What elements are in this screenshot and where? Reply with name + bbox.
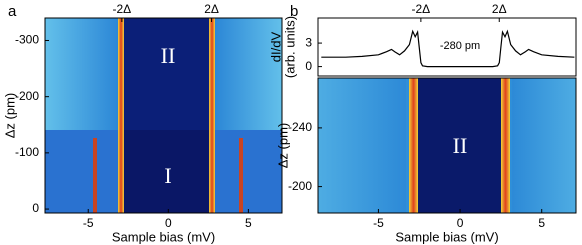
y-tick-label: -100: [15, 145, 39, 159]
y-tick-label: -240: [288, 120, 312, 134]
plot-frame: [317, 77, 577, 214]
y-axis-label: Δz (pm): [2, 93, 17, 139]
x-tick-label: -5: [373, 216, 384, 230]
region-label: I: [164, 163, 171, 188]
x-tick-label: -5: [83, 216, 94, 230]
top-tick-label: -2Δ: [412, 2, 431, 16]
y-axis-label: dI/dV: [268, 31, 283, 62]
region-label: II: [453, 133, 468, 158]
heatmap-b: [318, 78, 576, 213]
annotation: -280 pm: [440, 40, 480, 52]
x-tick-label: 5: [245, 216, 252, 230]
region-label: II: [161, 43, 176, 68]
heatmap-a: [45, 18, 282, 213]
y-tick-label: -200: [15, 89, 39, 103]
x-tick-label: 0: [165, 216, 172, 230]
y-axis-label: (arb. units): [282, 16, 297, 78]
x-axis-label: Sample bias (mV): [395, 229, 498, 244]
plot-frame: [44, 17, 283, 214]
x-tick-label: 5: [538, 216, 545, 230]
y-tick-label: -200: [288, 179, 312, 193]
y-tick-label: 0: [32, 201, 39, 215]
y-tick-label: 0: [305, 59, 312, 73]
y-tick-label: 3: [305, 35, 312, 49]
panel-label: a: [8, 3, 17, 20]
top-tick-label: 2Δ: [204, 2, 219, 16]
x-tick-label: 0: [457, 216, 464, 230]
panel-label: b: [290, 3, 298, 20]
y-axis-label: Δz (pm): [275, 123, 290, 169]
top-tick-label: -2Δ: [113, 2, 132, 16]
line: [321, 29, 575, 68]
y-tick-label: -300: [15, 33, 39, 47]
top-tick-label: 2Δ: [492, 2, 507, 16]
plot-frame: [317, 17, 577, 77]
x-axis-label: Sample bias (mV): [112, 229, 215, 244]
